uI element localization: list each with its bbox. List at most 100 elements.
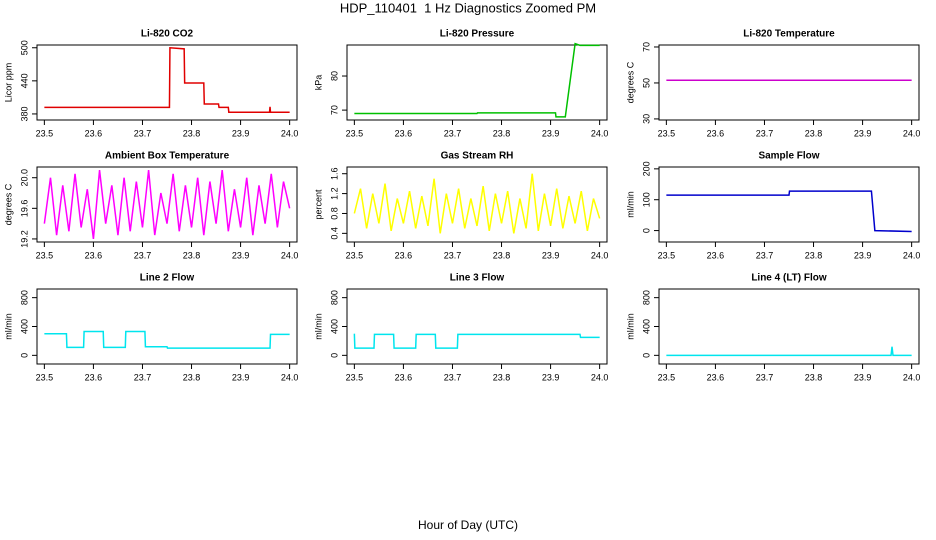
data-line (353, 173, 601, 234)
x-tick-label: 24.0 (903, 250, 921, 260)
x-tick-label: 23.9 (542, 372, 560, 382)
y-tick-label: 19.6 (19, 200, 29, 218)
y-tick-label: 80 (329, 71, 339, 81)
y-axis-label: ml/min (625, 191, 635, 218)
x-tick-label: 23.5 (346, 250, 364, 260)
panel-title: Line 3 Flow (450, 273, 505, 284)
x-tick-label: 23.7 (756, 250, 774, 260)
y-axis-label: degrees C (3, 183, 13, 225)
y-tick-label: 70 (329, 105, 339, 115)
y-tick-label: 70 (641, 42, 651, 52)
plot-frame (346, 166, 608, 243)
y-tick-label: 200 (641, 161, 651, 176)
x-tick-label: 23.8 (183, 250, 201, 260)
y-tick-label: 400 (19, 319, 29, 334)
x-tick-label: 23.5 (36, 128, 54, 138)
y-tick-label: 0 (19, 353, 29, 358)
x-tick-label: 23.6 (395, 372, 413, 382)
x-tick-label: 23.6 (85, 372, 103, 382)
x-tick-label: 23.9 (542, 250, 560, 260)
data-line (44, 46, 290, 114)
y-axis-label: ml/min (3, 313, 13, 340)
x-tick-label: 23.7 (134, 128, 152, 138)
x-tick-label: 23.6 (707, 250, 725, 260)
x-tick-label: 23.9 (232, 250, 250, 260)
x-tick-label: 23.6 (85, 250, 103, 260)
plot-frame (658, 288, 920, 365)
x-tick-label: 23.7 (444, 128, 462, 138)
x-tick-label: 23.7 (444, 250, 462, 260)
y-axis-label: ml/min (625, 313, 635, 340)
panel-title: Li-820 CO2 (141, 29, 194, 40)
x-tick-label: 24.0 (281, 372, 299, 382)
x-axis-label: Hour of Day (UTC) (418, 518, 518, 532)
x-tick-label: 24.0 (903, 128, 921, 138)
x-tick-label: 23.5 (658, 128, 676, 138)
x-tick-label: 23.9 (854, 372, 872, 382)
x-tick-label: 23.9 (854, 250, 872, 260)
x-tick-label: 23.6 (395, 250, 413, 260)
x-tick-label: 24.0 (281, 128, 299, 138)
y-axis-label: degrees C (625, 61, 635, 103)
chart-title: HDP_110401 1 Hz Diagnostics Zoomed PM (340, 0, 596, 15)
x-tick-label: 23.8 (493, 372, 511, 382)
x-tick-label: 23.7 (444, 372, 462, 382)
data-line (354, 42, 600, 118)
panel-title: Line 4 (LT) Flow (751, 273, 827, 284)
y-tick-label: 100 (641, 192, 651, 207)
y-axis-label: percent (313, 189, 323, 220)
x-tick-label: 23.9 (542, 128, 560, 138)
x-tick-label: 23.8 (805, 372, 823, 382)
y-tick-label: 400 (641, 319, 651, 334)
plot-frame (36, 44, 298, 121)
x-tick-label: 23.6 (707, 128, 725, 138)
data-line (44, 330, 290, 349)
panel-title: Sample Flow (758, 151, 819, 162)
x-tick-label: 23.8 (183, 128, 201, 138)
y-tick-label: 1.2 (329, 187, 339, 200)
x-tick-label: 23.9 (854, 128, 872, 138)
panel-title: Ambient Box Temperature (105, 151, 230, 162)
x-tick-label: 23.8 (493, 128, 511, 138)
x-tick-label: 23.6 (395, 128, 413, 138)
x-tick-label: 24.0 (591, 128, 609, 138)
x-tick-label: 23.6 (85, 128, 103, 138)
y-tick-label: 440 (19, 73, 29, 88)
y-tick-label: 20.0 (19, 169, 29, 187)
x-tick-label: 23.7 (756, 372, 774, 382)
data-line (353, 333, 600, 349)
x-tick-label: 23.8 (805, 128, 823, 138)
x-tick-label: 23.5 (346, 128, 364, 138)
y-axis-label: kPa (313, 75, 323, 91)
plot-frame (658, 44, 920, 121)
y-axis-label: Licor ppm (3, 63, 13, 103)
x-tick-label: 23.8 (493, 250, 511, 260)
data-line (666, 190, 912, 233)
x-tick-label: 24.0 (591, 372, 609, 382)
x-tick-label: 23.8 (805, 250, 823, 260)
x-tick-label: 23.5 (36, 250, 54, 260)
y-tick-label: 1.6 (329, 167, 339, 180)
x-tick-label: 23.8 (183, 372, 201, 382)
x-tick-label: 24.0 (281, 250, 299, 260)
y-axis-label: ml/min (313, 313, 323, 340)
x-tick-label: 23.7 (756, 128, 774, 138)
x-tick-label: 24.0 (591, 250, 609, 260)
plot-frame (36, 166, 298, 243)
panel-title: Li-820 Temperature (743, 29, 835, 40)
x-tick-label: 23.6 (707, 372, 725, 382)
x-tick-label: 23.7 (134, 372, 152, 382)
y-tick-label: 800 (641, 290, 651, 305)
y-tick-label: 0.4 (329, 227, 339, 240)
y-tick-label: 800 (19, 290, 29, 305)
data-line (666, 346, 912, 357)
y-tick-label: 30 (641, 114, 651, 124)
x-tick-label: 23.5 (658, 250, 676, 260)
x-tick-label: 23.9 (232, 372, 250, 382)
x-tick-label: 23.5 (658, 372, 676, 382)
plot-frame (346, 288, 608, 365)
y-tick-label: 400 (329, 319, 339, 334)
x-tick-label: 23.5 (36, 372, 54, 382)
panel-title: Li-820 Pressure (440, 29, 515, 40)
